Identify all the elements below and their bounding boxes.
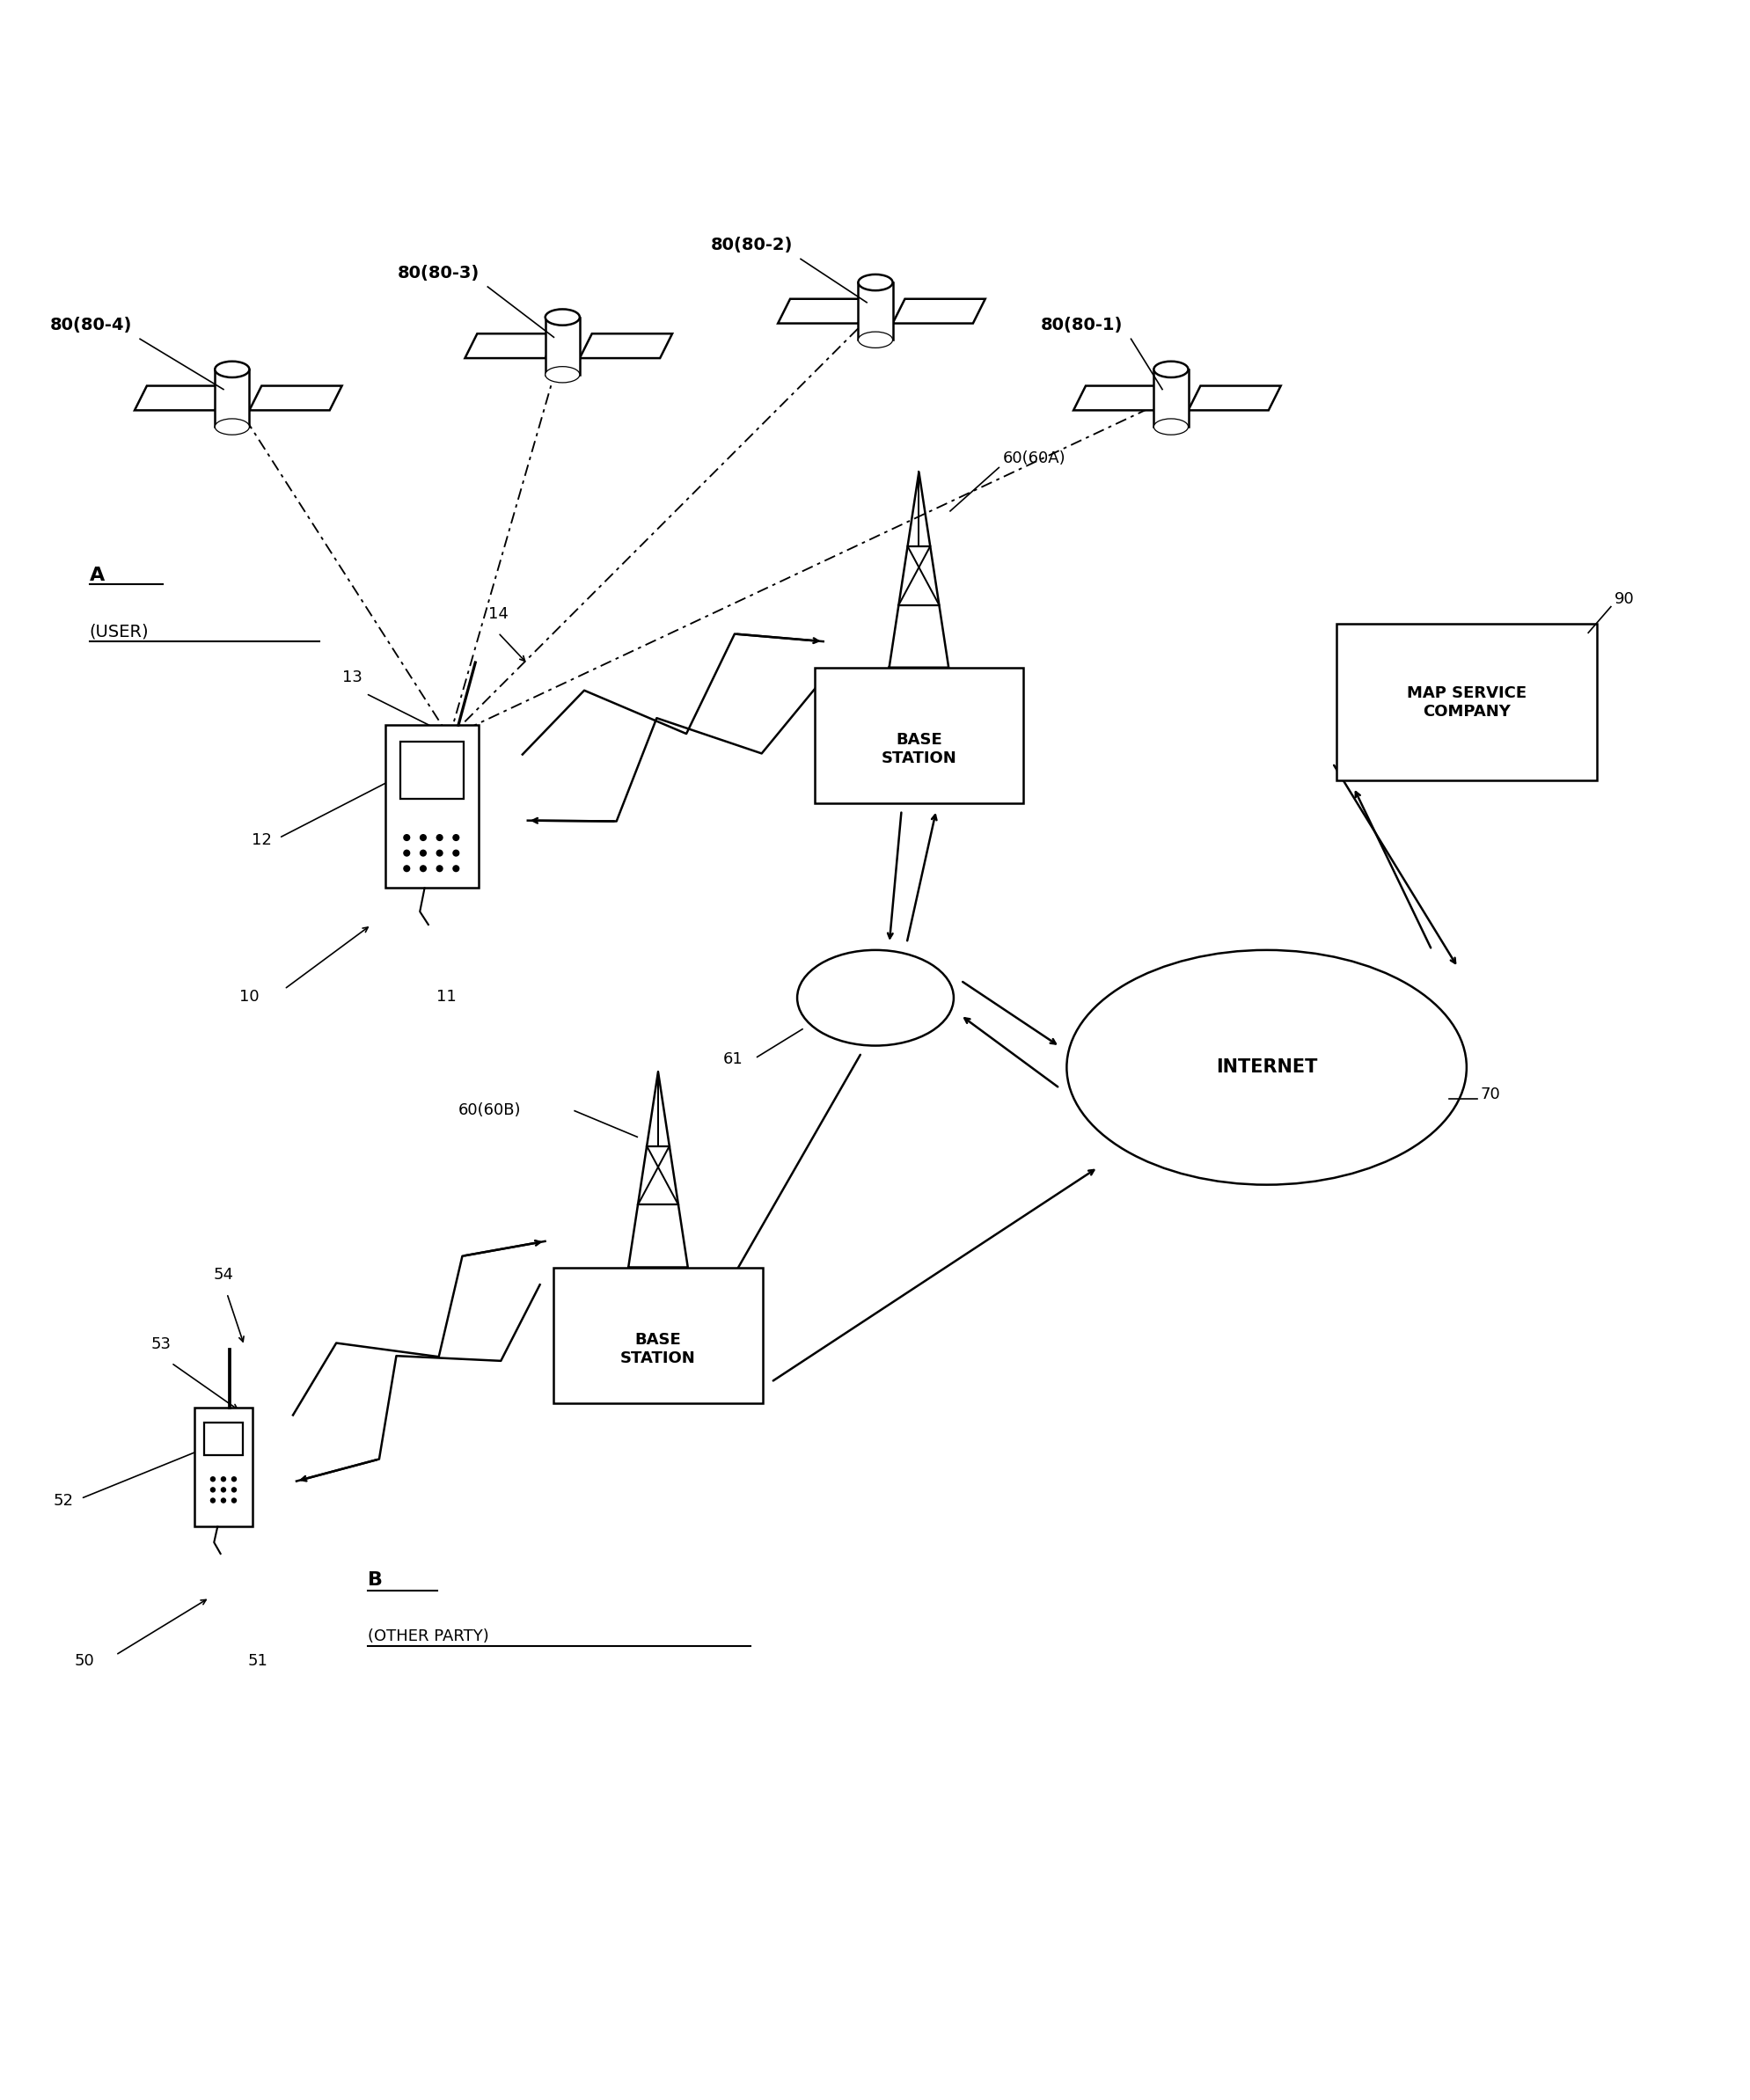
Text: 60(60B): 60(60B) bbox=[459, 1102, 522, 1117]
Text: 10: 10 bbox=[240, 989, 259, 1004]
Circle shape bbox=[436, 834, 443, 842]
Bar bbox=[814, 668, 1022, 802]
Circle shape bbox=[210, 1476, 215, 1483]
Text: (USER): (USER) bbox=[89, 624, 149, 640]
Polygon shape bbox=[248, 386, 341, 410]
Circle shape bbox=[210, 1497, 215, 1504]
Bar bbox=[401, 741, 464, 798]
Ellipse shape bbox=[544, 367, 579, 382]
Text: 12: 12 bbox=[252, 832, 271, 848]
Bar bbox=[205, 1422, 243, 1455]
Circle shape bbox=[436, 850, 443, 857]
Ellipse shape bbox=[796, 949, 954, 1046]
Text: 14: 14 bbox=[488, 607, 507, 622]
Polygon shape bbox=[777, 298, 870, 323]
Circle shape bbox=[231, 1497, 236, 1504]
Circle shape bbox=[402, 850, 410, 857]
Circle shape bbox=[452, 850, 459, 857]
Circle shape bbox=[452, 834, 459, 842]
Ellipse shape bbox=[858, 275, 893, 290]
Text: 61: 61 bbox=[723, 1052, 742, 1067]
Circle shape bbox=[420, 850, 427, 857]
Text: 80(80-4): 80(80-4) bbox=[49, 317, 131, 334]
Circle shape bbox=[210, 1487, 215, 1493]
Polygon shape bbox=[1073, 386, 1166, 410]
Polygon shape bbox=[579, 334, 672, 359]
Bar bbox=[215, 370, 248, 426]
Text: (OTHER PARTY): (OTHER PARTY) bbox=[368, 1630, 488, 1644]
Ellipse shape bbox=[858, 332, 893, 349]
Circle shape bbox=[402, 834, 410, 842]
Text: BASE
STATION: BASE STATION bbox=[620, 1331, 695, 1367]
Text: 11: 11 bbox=[436, 989, 455, 1004]
Text: 90: 90 bbox=[1614, 590, 1633, 607]
Ellipse shape bbox=[215, 361, 248, 378]
Ellipse shape bbox=[215, 418, 248, 435]
Polygon shape bbox=[1188, 386, 1281, 410]
Circle shape bbox=[420, 865, 427, 872]
Text: 50: 50 bbox=[74, 1653, 94, 1670]
Text: 80(80-1): 80(80-1) bbox=[1040, 317, 1122, 334]
Polygon shape bbox=[135, 386, 228, 410]
Circle shape bbox=[452, 865, 459, 872]
Text: MAP SERVICE
COMPANY: MAP SERVICE COMPANY bbox=[1405, 685, 1526, 720]
Bar bbox=[1153, 370, 1188, 426]
Bar bbox=[544, 317, 579, 374]
Polygon shape bbox=[892, 298, 985, 323]
Text: BASE
STATION: BASE STATION bbox=[880, 733, 956, 766]
Ellipse shape bbox=[1153, 418, 1188, 435]
Bar bbox=[194, 1407, 252, 1527]
Ellipse shape bbox=[1066, 949, 1466, 1184]
Ellipse shape bbox=[1153, 361, 1188, 378]
Circle shape bbox=[220, 1476, 226, 1483]
Text: A: A bbox=[89, 567, 105, 584]
Text: B: B bbox=[368, 1571, 383, 1590]
Text: 80(80-3): 80(80-3) bbox=[397, 265, 480, 281]
Bar bbox=[553, 1266, 761, 1403]
Text: 60(60A): 60(60A) bbox=[1001, 449, 1064, 466]
Circle shape bbox=[436, 865, 443, 872]
Text: 52: 52 bbox=[52, 1493, 74, 1510]
Polygon shape bbox=[466, 334, 556, 359]
Bar bbox=[385, 724, 480, 888]
Text: 54: 54 bbox=[213, 1266, 233, 1283]
Ellipse shape bbox=[544, 309, 579, 325]
Text: 51: 51 bbox=[248, 1653, 268, 1670]
Bar bbox=[858, 281, 893, 340]
Circle shape bbox=[231, 1487, 236, 1493]
Circle shape bbox=[220, 1487, 226, 1493]
Text: 13: 13 bbox=[341, 670, 362, 685]
Circle shape bbox=[231, 1476, 236, 1483]
Circle shape bbox=[420, 834, 427, 842]
Circle shape bbox=[402, 865, 410, 872]
Text: INTERNET: INTERNET bbox=[1214, 1058, 1316, 1075]
Text: 80(80-2): 80(80-2) bbox=[711, 237, 793, 254]
Text: 53: 53 bbox=[150, 1338, 172, 1352]
Circle shape bbox=[220, 1497, 226, 1504]
Text: 70: 70 bbox=[1480, 1086, 1500, 1102]
Bar bbox=[1335, 624, 1596, 781]
